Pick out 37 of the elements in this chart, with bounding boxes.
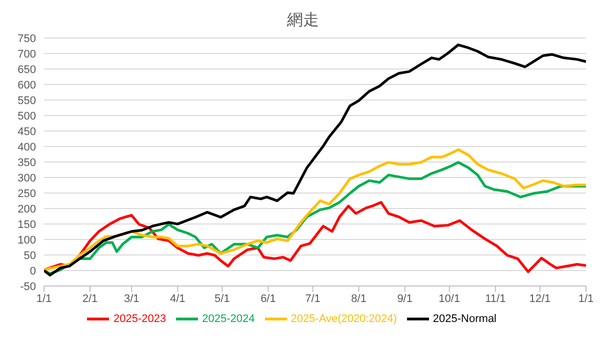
line-series	[44, 201, 586, 274]
x-tick-label: 11/1	[485, 292, 506, 305]
y-tick-label: 400	[18, 141, 36, 154]
x-tick-label: 9/1	[397, 292, 412, 305]
y-tick-label: 100	[18, 234, 36, 246]
y-tick-label: 600	[18, 79, 36, 92]
y-tick-label: 550	[18, 94, 36, 107]
x-tick-label: 10/1	[438, 292, 460, 305]
y-tick-label: 700	[18, 48, 36, 60]
x-tick-label: 7/1	[305, 292, 320, 305]
legend-label: 2025-2023	[113, 312, 166, 325]
y-tick-label: 50	[24, 250, 36, 262]
legend-label: 2025-Normal	[432, 312, 497, 325]
y-tick-label: 0	[30, 265, 36, 278]
y-tick-label: 250	[18, 188, 36, 200]
x-tick-label: 3/1	[124, 292, 140, 305]
y-tick-label: 650	[18, 64, 36, 76]
x-tick-label: 6/1	[260, 292, 276, 305]
legend-label: 2025-Ave(2020:2024)	[290, 312, 397, 325]
line-series	[44, 44, 586, 276]
x-tick-label: 1/1	[36, 292, 52, 305]
x-tick-label: 5/1	[214, 292, 230, 305]
y-tick-label: -50	[20, 280, 36, 293]
y-tick-label: 150	[18, 218, 36, 231]
x-tick-label: 12/1	[529, 292, 551, 305]
x-tick-label: 1/1	[578, 292, 594, 305]
chart-title: 網走	[286, 10, 320, 31]
x-tick-label: 8/1	[351, 292, 366, 305]
x-tick-label: 2/1	[82, 292, 98, 305]
y-tick-label: 750	[18, 32, 36, 45]
legend-label: 2025-2024	[202, 312, 255, 325]
y-tick-label: 350	[18, 156, 36, 169]
y-tick-label: 300	[18, 172, 36, 184]
y-tick-label: 450	[18, 126, 36, 138]
y-tick-label: 200	[18, 203, 36, 216]
x-tick-label: 4/1	[170, 292, 186, 305]
y-tick-label: 500	[18, 110, 36, 122]
